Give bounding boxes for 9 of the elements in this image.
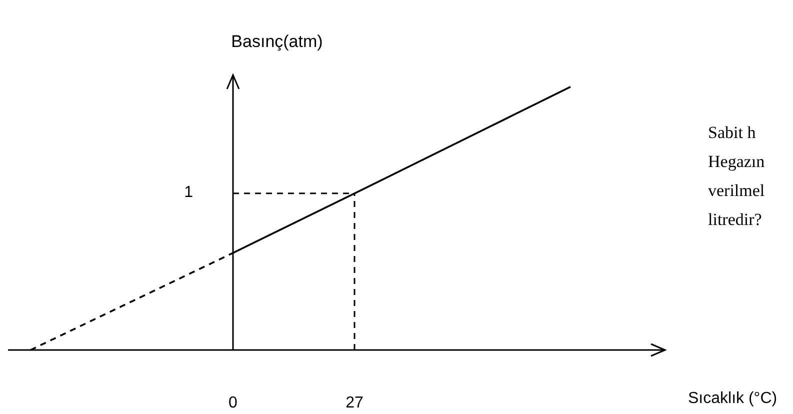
x-tick-label: 0 <box>228 394 238 412</box>
text: verilmel <box>708 180 765 202</box>
x-tick-label: 27 <box>346 394 364 412</box>
text: Hegazın <box>708 151 765 173</box>
annotation: 1 <box>183 183 193 204</box>
text: Sabit h <box>708 122 757 144</box>
y-axis-title: Basınç(atm) <box>231 32 323 51</box>
text: litredir? <box>708 209 763 231</box>
x-axis-title: Sıcaklık (°C) <box>688 390 778 408</box>
